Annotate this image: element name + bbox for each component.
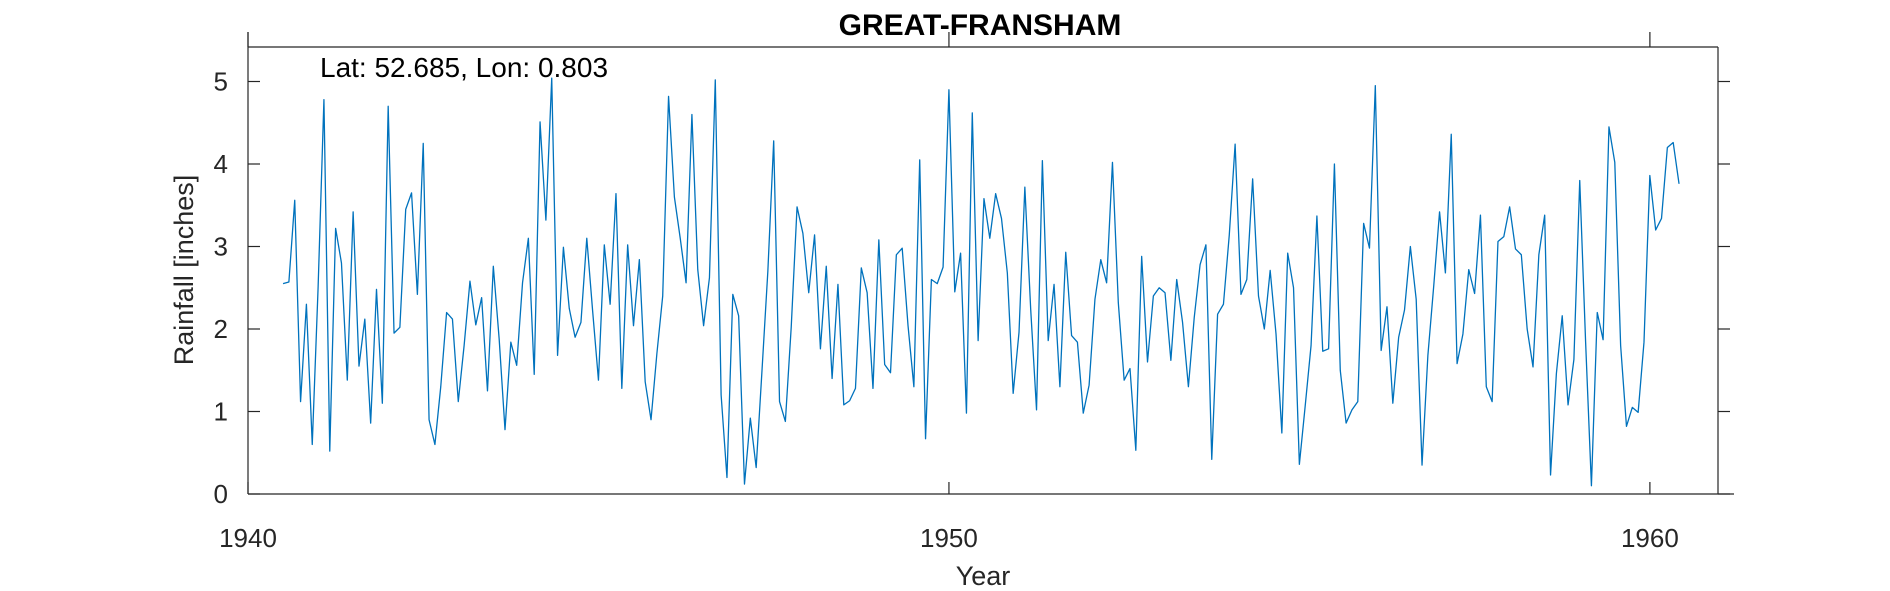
y-tick-label-4: 4 [214, 149, 228, 179]
y-axis-ticks: 0 1 2 3 4 5 [214, 67, 1730, 509]
y-tick-label-5: 5 [214, 67, 228, 97]
location-annotation: Lat: 52.685, Lon: 0.803 [320, 52, 608, 83]
rainfall-series-line [282, 77, 1680, 487]
x-axis-ticks: 1940 1950 1960 [219, 32, 1679, 553]
y-tick-label-1: 1 [214, 397, 228, 427]
x-tick-label-1960: 1960 [1621, 523, 1679, 553]
y-tick-label-2: 2 [214, 314, 228, 344]
x-axis-label: Year [956, 561, 1011, 591]
y-tick-label-3: 3 [214, 232, 228, 262]
plot-frame [247, 32, 1734, 495]
chart-title: GREAT-FRANSHAM [839, 9, 1122, 42]
x-tick-label-1940: 1940 [219, 523, 277, 553]
y-axis-label: Rainfall [inches] [169, 175, 199, 366]
x-tick-label-1950: 1950 [920, 523, 978, 553]
y-tick-label-0: 0 [214, 479, 228, 509]
